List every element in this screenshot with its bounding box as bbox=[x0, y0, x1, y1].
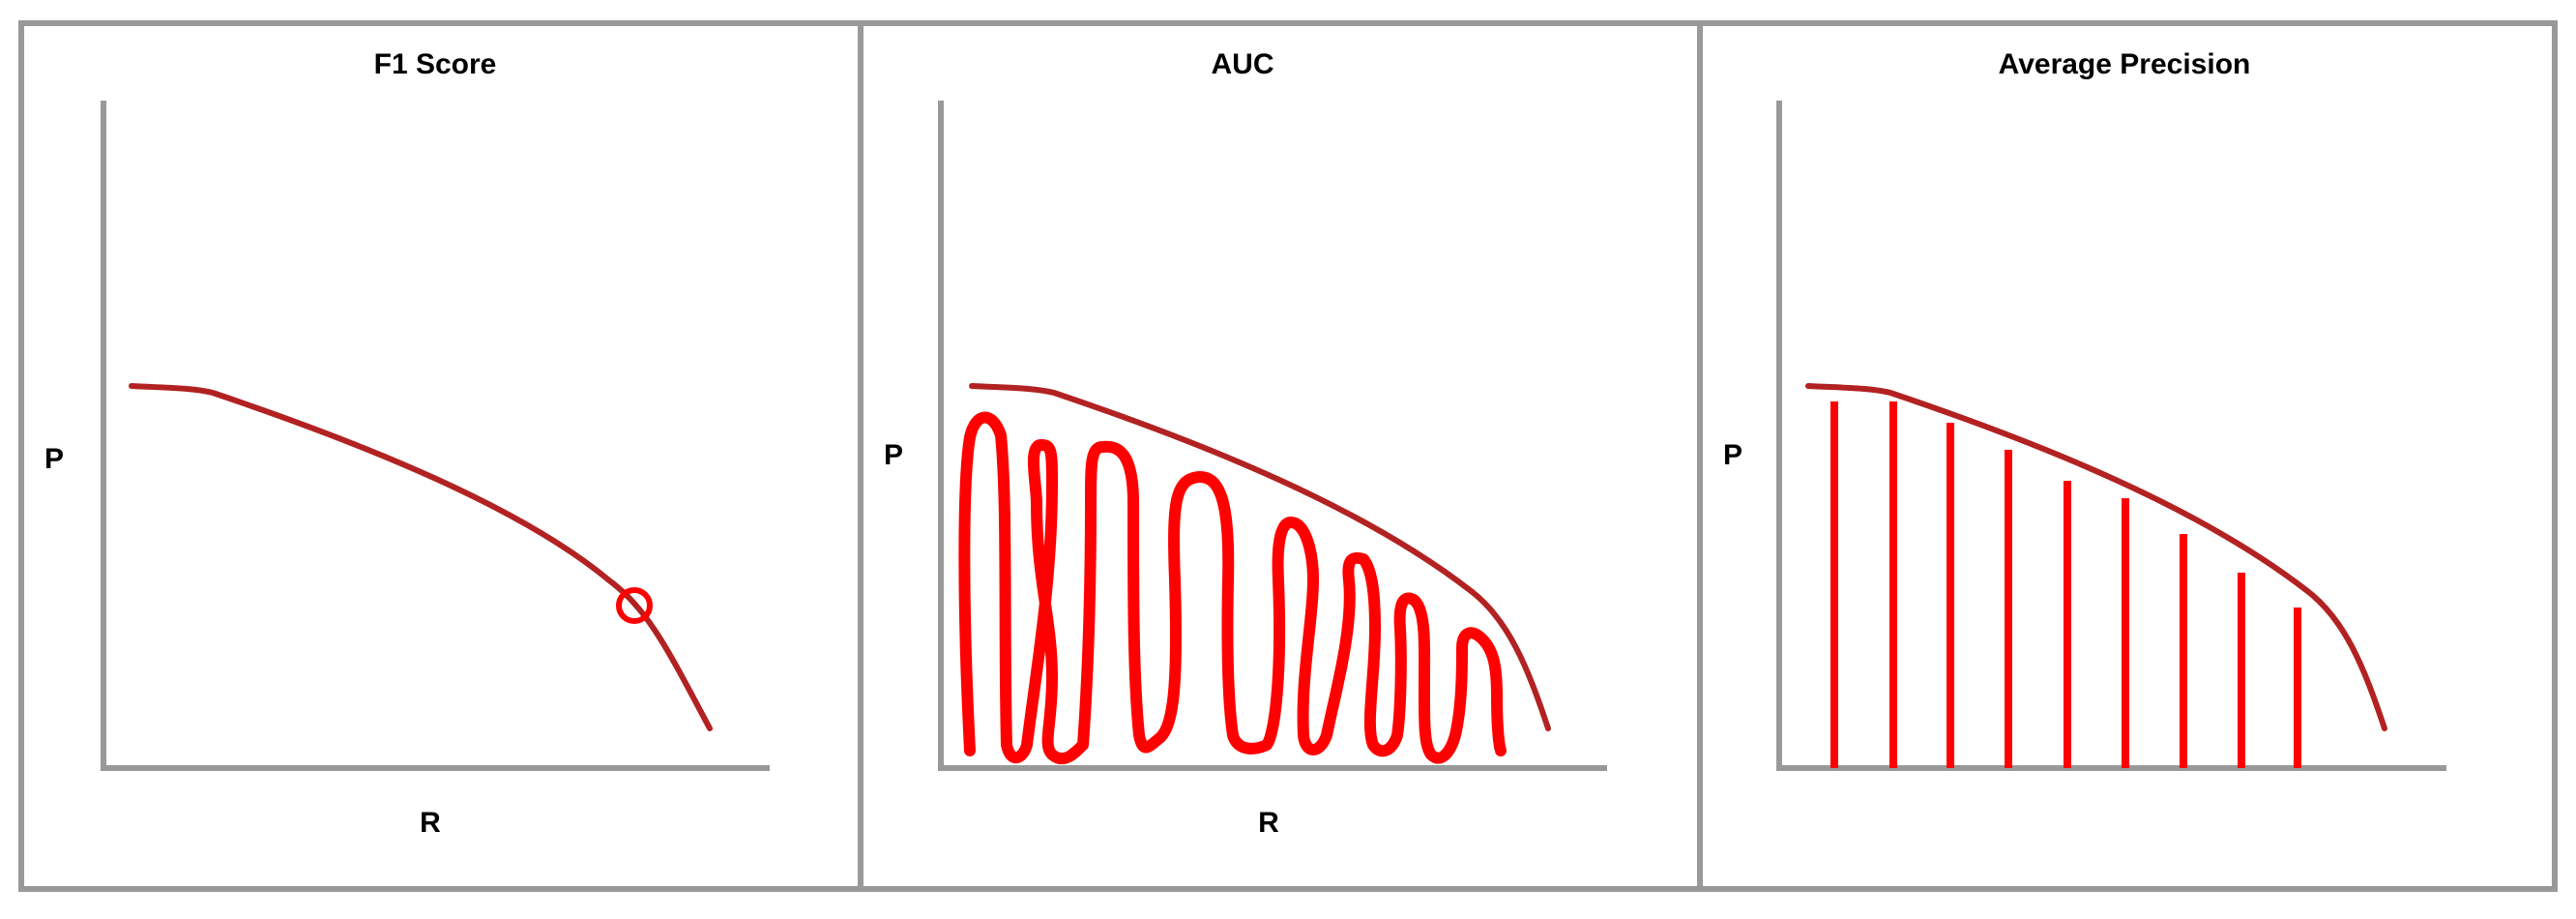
panel-ap-title: Average Precision bbox=[1999, 48, 2251, 80]
panel-f1-ylabel: P bbox=[44, 443, 64, 475]
panel-f1: F1 Score P R bbox=[18, 20, 864, 892]
panel-f1-pr-curve bbox=[129, 383, 713, 731]
panel-f1-xlabel: R bbox=[420, 807, 441, 839]
panel-ap-bars bbox=[1830, 401, 2301, 768]
panel-f1-title: F1 Score bbox=[374, 48, 497, 80]
panel-auc-pr-curve bbox=[969, 383, 1551, 731]
panel-auc-ylabel: P bbox=[884, 439, 903, 471]
panel-ap-ylabel: P bbox=[1723, 439, 1742, 471]
panel-ap-frame bbox=[1697, 20, 2558, 892]
panel-f1-optimal-point-marker bbox=[616, 587, 653, 624]
panel-ap: Average Precision P bbox=[1697, 20, 2558, 892]
panel-auc-xlabel: R bbox=[1258, 807, 1279, 839]
panel-auc-title: AUC bbox=[1212, 48, 1274, 80]
panel-ap-pr-curve bbox=[1805, 383, 2387, 731]
panel-auc-area-scribble bbox=[958, 411, 1507, 765]
